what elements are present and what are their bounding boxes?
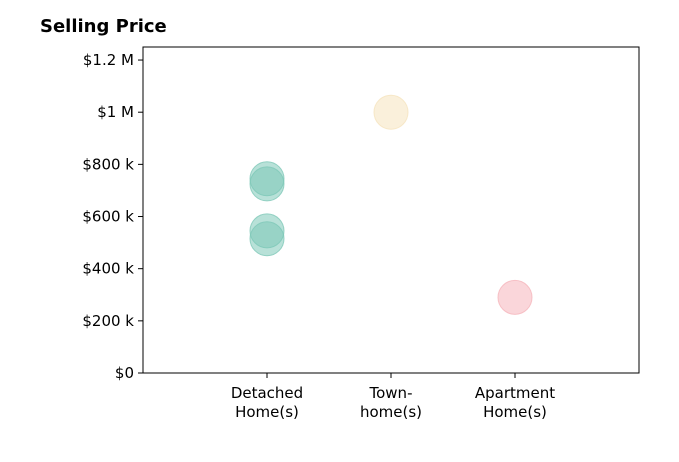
plot-area-frame — [142, 46, 640, 374]
x-tick-label: Apartment Home(s) — [475, 384, 555, 421]
y-tick-label: $1 M — [97, 103, 134, 121]
chart-title: Selling Price — [40, 16, 167, 37]
y-tick-label: $200 k — [82, 312, 134, 330]
y-tick-label: $1.2 M — [83, 51, 134, 69]
data-point — [373, 94, 409, 130]
y-tick-label: $600 k — [82, 208, 134, 226]
x-tick-label: Town-home(s) — [360, 384, 422, 421]
y-tick-label: $400 k — [82, 260, 134, 278]
y-tick-label: $800 k — [82, 155, 134, 173]
data-point — [497, 279, 533, 315]
data-point — [249, 166, 285, 202]
y-tick-label: $0 — [115, 364, 134, 382]
x-axis: Detached Home(s) Town-home(s) Apartment Home… — [231, 373, 555, 421]
data-points — [249, 94, 533, 315]
data-point — [249, 221, 285, 257]
y-axis: $0 $200 k $400 k $600 k $800 k $1 M $1.2 M — [82, 51, 143, 382]
x-tick-label: Detached Home(s) — [231, 384, 303, 421]
